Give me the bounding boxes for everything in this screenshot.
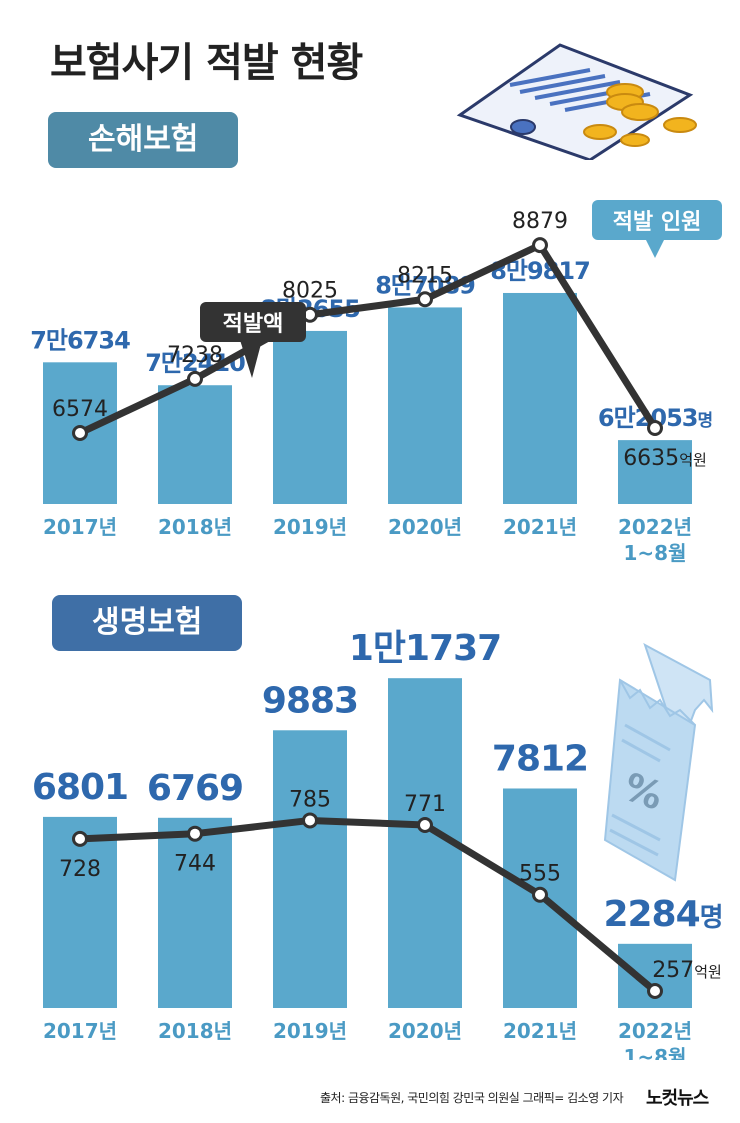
category-label-1: 2018년 xyxy=(158,515,232,539)
amount-label-2: 8025 xyxy=(282,279,338,304)
legend-people-label: 적발 인원 xyxy=(613,210,702,235)
amount-point-4 xyxy=(532,886,548,903)
amount-label-5: 6635억원 xyxy=(623,446,707,471)
amount-point-3 xyxy=(417,816,433,833)
category-label-1: 2018년 xyxy=(158,1019,232,1043)
people-label-2: 9883 xyxy=(262,680,358,721)
category-label-2: 2019년 xyxy=(273,515,347,539)
page-title: 보험사기 적발 현황 xyxy=(50,40,363,86)
chart-property-insurance: 7만67347만24108만26558만70898만98176만2053명657… xyxy=(29,200,722,565)
document-coins-illustration xyxy=(456,43,697,160)
category-label-0: 2017년 xyxy=(43,1019,117,1043)
amount-point-4 xyxy=(532,237,548,254)
amount-label-2: 785 xyxy=(289,787,331,812)
category-label-3: 2020년 xyxy=(388,1019,462,1043)
people-label-5: 2284명 xyxy=(603,894,722,935)
amount-line xyxy=(78,241,658,437)
people-label-0: 6801 xyxy=(32,767,128,808)
bar-1 xyxy=(158,817,232,1008)
category-label-5: 2022년 xyxy=(618,515,692,539)
category-label-2: 2019년 xyxy=(273,1019,347,1043)
legend-amount-label: 적발액 xyxy=(223,312,284,337)
amount-label-4: 8879 xyxy=(512,209,568,234)
bar-2 xyxy=(273,730,347,1008)
amount-point-5 xyxy=(647,420,663,437)
coins-icon xyxy=(583,83,697,147)
amount-point-2 xyxy=(302,812,318,829)
bar-5 xyxy=(618,440,692,504)
bar-1 xyxy=(158,385,232,504)
amount-line xyxy=(79,816,658,994)
people-label-3: 1만1737 xyxy=(349,628,501,669)
amount-label-0: 728 xyxy=(59,857,101,882)
brand-logo: 노컷뉴스 xyxy=(646,1088,709,1109)
amount-point-3 xyxy=(417,291,433,308)
document-icon xyxy=(456,43,694,160)
source-note: 출처: 금융감독원, 국민의힘 강민국 의원실 그래픽= 김소영 기자 xyxy=(320,1091,624,1105)
bar-3 xyxy=(388,307,462,504)
receipt-percent-illustration: % xyxy=(603,642,714,882)
amount-label-1: 744 xyxy=(174,852,216,877)
amount-label-0: 6574 xyxy=(52,397,108,422)
amount-label-1: 7238 xyxy=(167,343,223,368)
chart-life-insurance: 6801 6769 9883 1만1737 7812 2284명 728 744 785 771 5… xyxy=(30,627,725,1060)
bar-2 xyxy=(273,330,347,504)
amount-point-0 xyxy=(72,425,88,441)
category-label-4: 2021년 xyxy=(503,1019,577,1043)
people-label-4: 7812 xyxy=(492,738,588,779)
amount-label-5: 257억원 xyxy=(652,958,722,983)
category-label-5: 2022년 xyxy=(618,1019,692,1043)
amount-label-3: 771 xyxy=(404,792,446,817)
amount-point-0 xyxy=(72,830,88,847)
legend-amount-callout: 적발액 xyxy=(200,302,306,378)
amount-point-1 xyxy=(187,825,203,842)
section-title-property: 손해보험 xyxy=(48,112,239,168)
people-label-0: 7만6734 xyxy=(30,326,130,354)
bar-0 xyxy=(43,816,117,1008)
amount-point-1 xyxy=(187,370,203,387)
category-label-5-sub: 1~8월 xyxy=(624,1045,687,1060)
bar-4 xyxy=(503,292,577,504)
amount-label-3: 8215 xyxy=(397,263,453,288)
category-label-3: 2020년 xyxy=(388,515,462,539)
amount-label-4: 555 xyxy=(519,862,561,887)
section-title-life: 생명보험 xyxy=(52,595,243,651)
category-label-0: 2017년 xyxy=(43,515,117,539)
category-label-4: 2021년 xyxy=(503,515,577,539)
people-label-1: 6769 xyxy=(147,768,243,809)
legend-people-callout: 적발 인원 xyxy=(592,200,722,258)
category-label-5-sub: 1~8월 xyxy=(624,541,687,565)
amount-point-5 xyxy=(647,983,663,999)
